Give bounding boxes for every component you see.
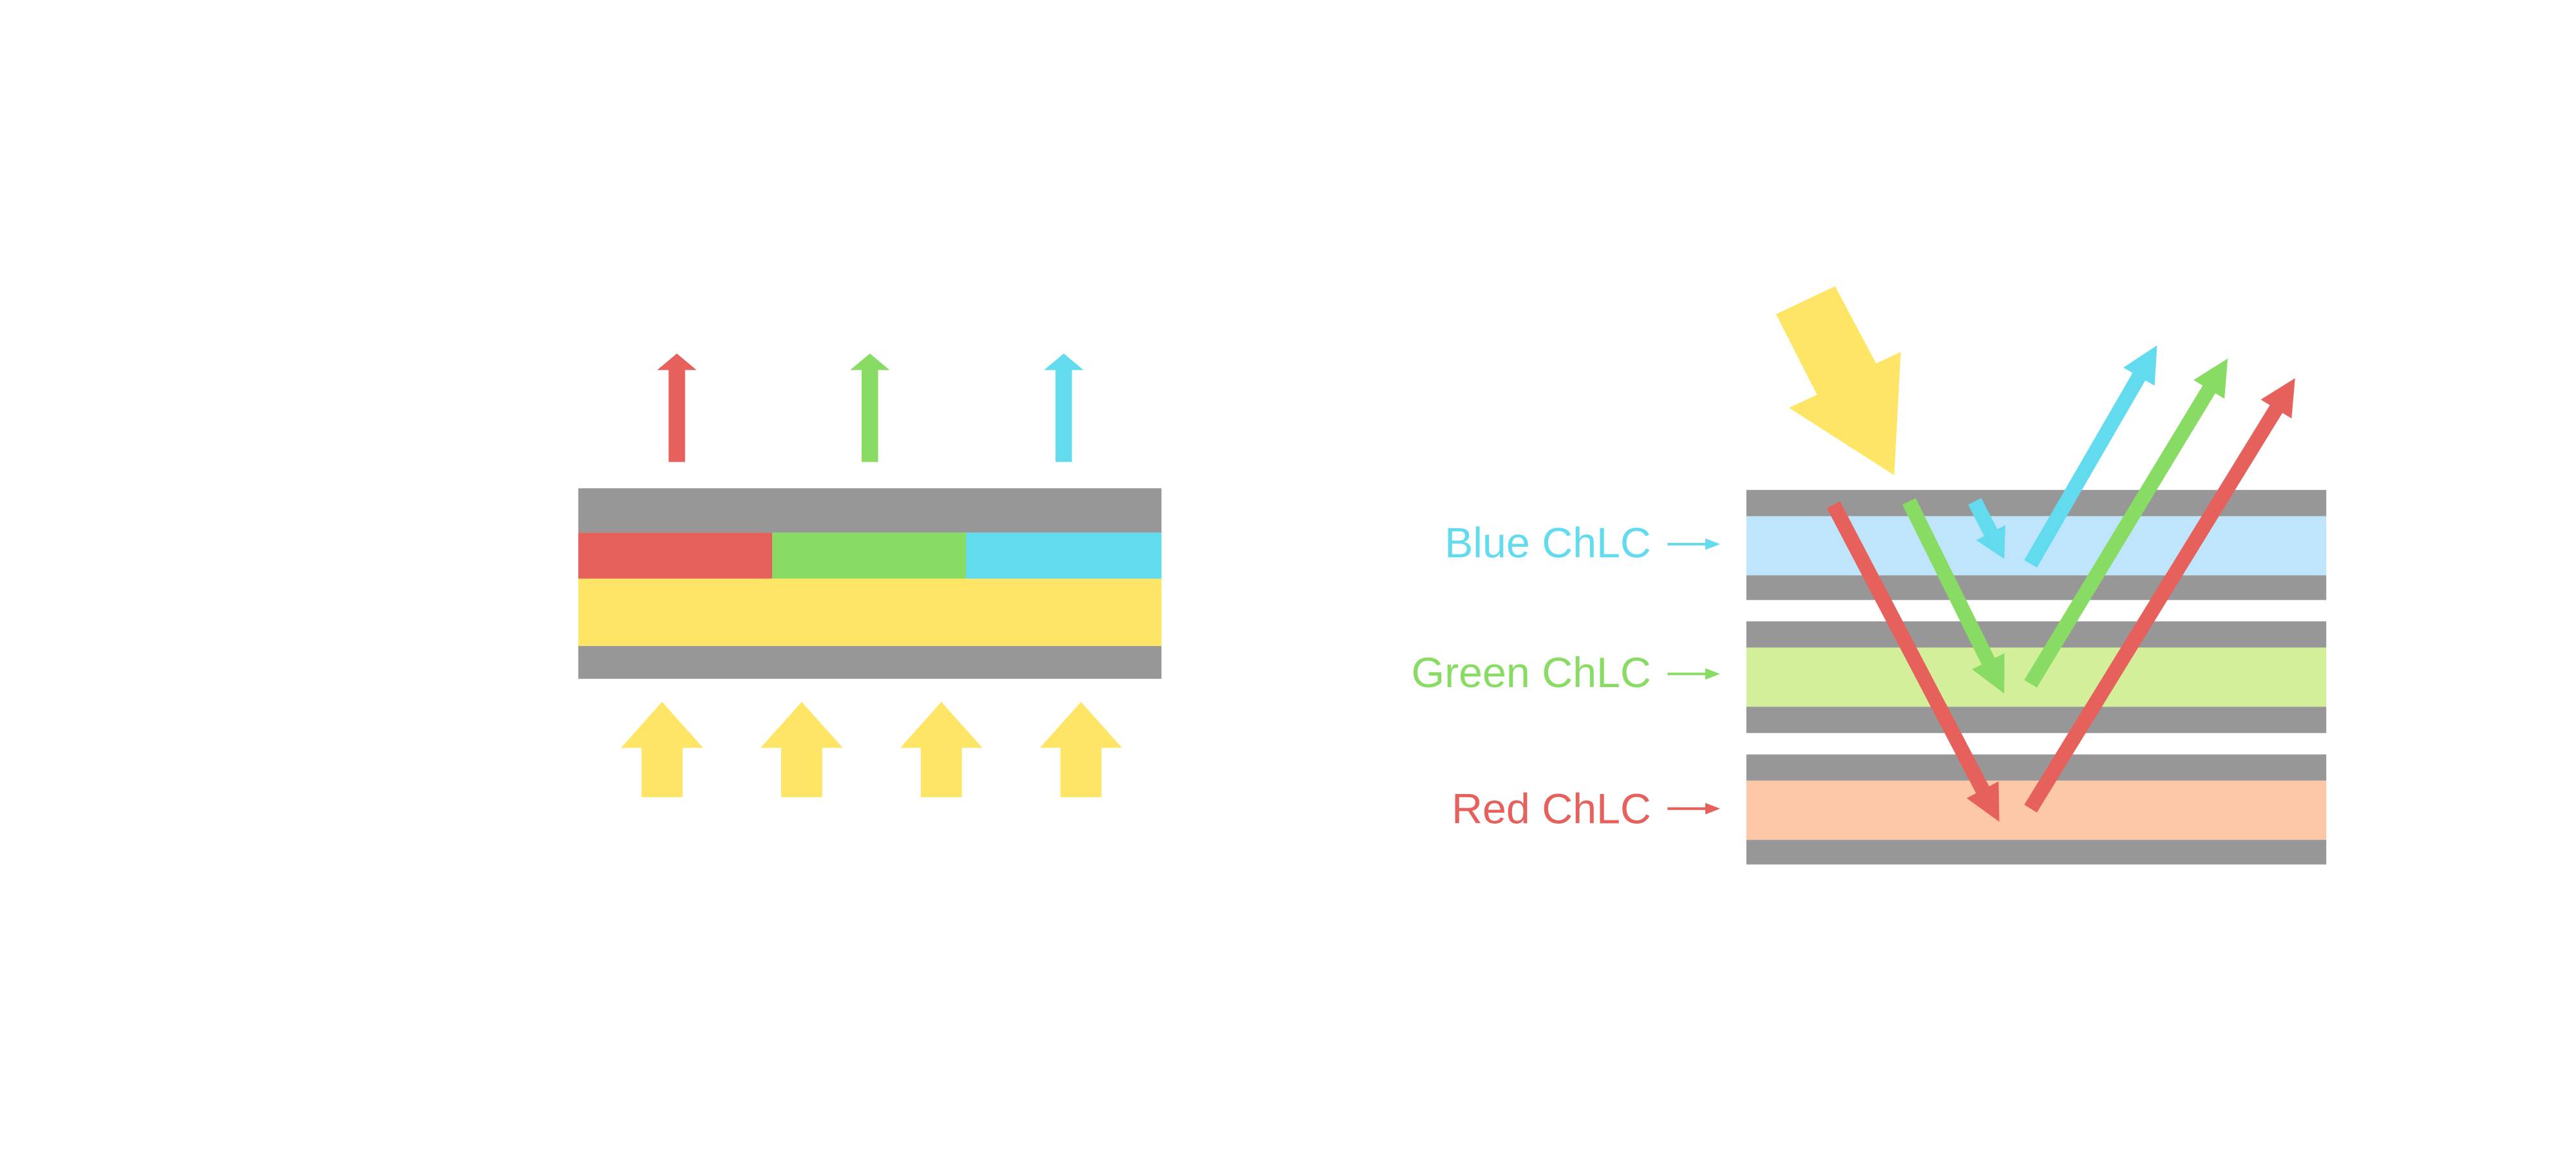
blue-label-pointer-icon (1667, 538, 1720, 550)
green-incoming-arrow-icon (1902, 498, 2005, 694)
left-diagram (578, 354, 1162, 797)
backlight-arrow-icon-3 (900, 701, 983, 797)
backlight-arrow-icon-2 (761, 701, 843, 797)
green-top-substrate (1746, 621, 2327, 648)
blue-incoming-arrow-icon (1968, 498, 2005, 559)
blue-reflected-arrow-icon (2024, 345, 2157, 568)
yellow-layer (578, 578, 1162, 647)
bottom-substrate (578, 646, 1162, 679)
blue-chlc-label: Blue ChLC (1444, 519, 1651, 567)
blue-bottom-substrate (1746, 575, 2327, 600)
green-label-pointer-icon (1667, 668, 1720, 680)
top-substrate (578, 488, 1162, 533)
red-bottom-substrate (1746, 840, 2327, 865)
red-output-arrow-icon (657, 354, 697, 462)
red-label-pointer-icon (1667, 802, 1720, 815)
incident-light-arrow (1776, 286, 1901, 475)
red-incoming-arrow-icon (1826, 501, 2000, 822)
green-output-arrow-icon (850, 354, 890, 462)
red-reflected-arrow-icon (2024, 378, 2295, 813)
red-filter (578, 533, 772, 579)
green-reflected-arrow-icon (2024, 358, 2228, 688)
green-filter (772, 533, 966, 579)
green-chlc-label: Green ChLC (1412, 649, 1651, 697)
backlight-arrow-icon-1 (621, 701, 703, 797)
blue-output-arrow-icon (1044, 354, 1084, 462)
red-chlc-label: Red ChLC (1452, 786, 1651, 833)
green-bottom-substrate (1746, 706, 2327, 733)
backlight-arrow-icon-4 (1039, 701, 1122, 797)
red-top-substrate (1746, 754, 2327, 781)
blue-filter (966, 533, 1162, 579)
right-diagram: Blue ChLC Green ChLC Red ChLC (1412, 286, 2327, 865)
